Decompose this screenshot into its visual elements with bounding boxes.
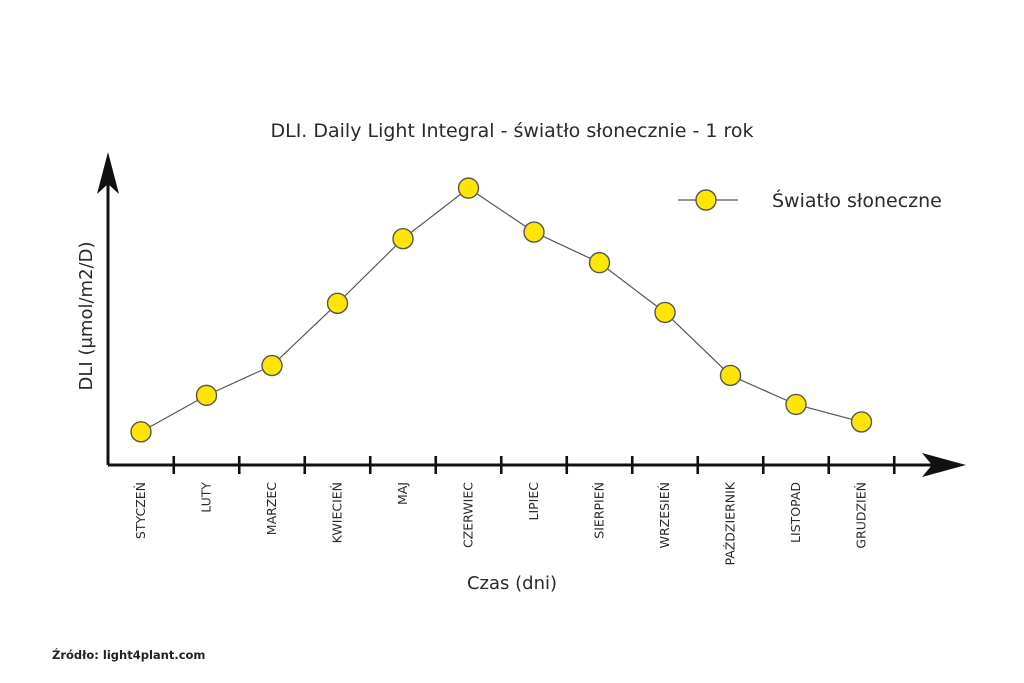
y-axis-label: DLI (μmol/m2/D) xyxy=(76,242,97,391)
legend-label: Światło słoneczne xyxy=(772,188,942,212)
y-axis-arrow xyxy=(97,152,119,194)
data-point xyxy=(588,252,611,274)
x-tick-label: LISTOPAD xyxy=(788,482,803,543)
data-point xyxy=(261,354,283,377)
data-point xyxy=(785,393,807,416)
data-point xyxy=(392,227,414,250)
x-tick-label: LUTY xyxy=(199,482,214,513)
x-tick-label: SIERPIEŃ xyxy=(592,482,607,539)
chart-title: DLI. Daily Light Integral - światło słon… xyxy=(270,120,754,142)
x-tick-label: WRZESIEŃ xyxy=(657,482,672,548)
x-tick-label: MARZEC xyxy=(264,482,279,535)
x-tick-label: STYCZEŃ xyxy=(133,482,148,539)
x-tick-label: PAŹDZIERNIK xyxy=(723,481,738,565)
x-axis-label: Czas (dni) xyxy=(467,573,557,594)
data-point xyxy=(457,177,480,199)
x-tick-labels: STYCZEŃ LUTY MARZEC KWIECIEŃ MAJ CZERWIEC LIPI… xyxy=(133,481,869,565)
legend-marker xyxy=(695,189,717,211)
axes xyxy=(97,152,966,477)
data-point xyxy=(326,292,349,315)
data-point xyxy=(654,301,676,324)
x-tick-label: CZERWIEC xyxy=(461,482,476,548)
data-point xyxy=(719,364,742,387)
x-tick-label: LIPIEC xyxy=(526,482,541,521)
series-line xyxy=(140,187,862,433)
x-tick-label: GRUDZIEŃ xyxy=(854,482,869,549)
data-point xyxy=(523,221,545,243)
x-tick-label: MAJ xyxy=(395,482,410,505)
x-axis-arrow xyxy=(922,453,966,477)
x-ticks xyxy=(172,456,896,474)
data-point xyxy=(850,411,873,433)
source-note: Źródło: light4plant.com xyxy=(52,648,206,662)
series-markers xyxy=(130,177,873,443)
data-point xyxy=(195,384,218,407)
legend: Światło słoneczne xyxy=(678,188,942,212)
data-point xyxy=(130,421,152,443)
x-tick-label: KWIECIEŃ xyxy=(330,482,345,543)
